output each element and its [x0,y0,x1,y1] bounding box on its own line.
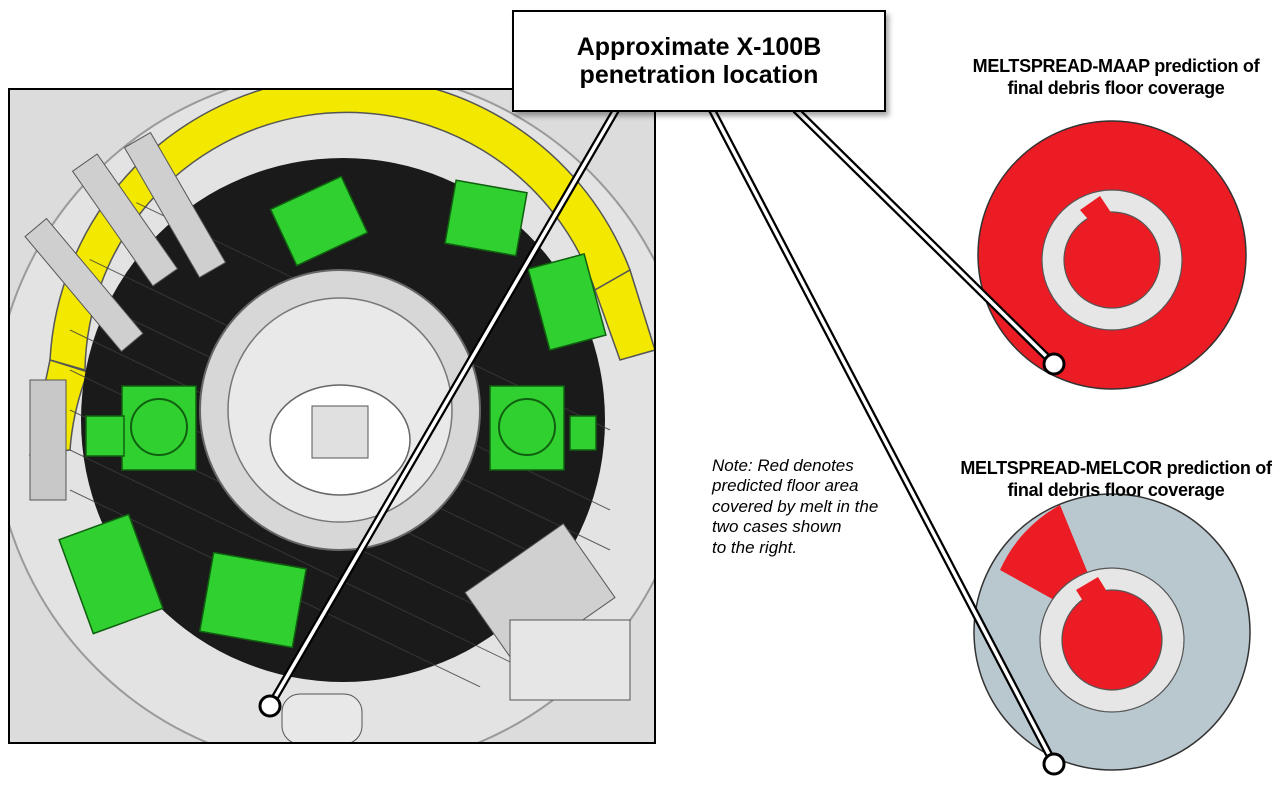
equipment-2 [444,179,528,257]
equipment-3 [527,253,607,351]
note-line-5: to the right. [712,537,798,557]
melcor-caption-line-1: MELTSPREAD-MELCOR prediction of [960,458,1272,478]
equipment-1 [269,175,369,267]
note-line-3: covered by melt in the [712,496,879,516]
melcor-caption: MELTSPREAD-MELCOR prediction of final de… [948,458,1284,501]
equipment-7 [198,551,308,649]
note-line-1: Note: Red denotes [712,456,854,475]
pointer-dot-melcor [1042,752,1066,776]
maap-caption: MELTSPREAD-MAAP prediction of final debr… [948,56,1284,99]
pointer-dot-plan [258,694,282,718]
yellow-ring-right [594,268,654,361]
melcor-coverage-diagram [973,493,1251,771]
maap-caption-line-2: final debris floor coverage [1007,77,1225,98]
penetration-callout: Approximate X-100B penetration location [512,10,886,112]
legend-note: Note: Red denotes predicted floor area c… [712,456,912,558]
equipment-6 [58,513,164,635]
note-line-4: two cases shown [712,517,842,537]
maap-coverage-diagram [977,120,1247,390]
containment-render [10,90,654,742]
pointer-dot-maap [1042,352,1066,376]
callout-line-1: Approximate X-100B [576,32,822,61]
containment-plan-view [8,88,656,744]
callout-line-2: penetration location [579,61,819,89]
maap-caption-line-1: MELTSPREAD-MAAP prediction of [972,56,1260,76]
note-line-2: predicted floor area [712,476,859,496]
melcor-caption-line-2: final debris floor coverage [1007,479,1225,500]
